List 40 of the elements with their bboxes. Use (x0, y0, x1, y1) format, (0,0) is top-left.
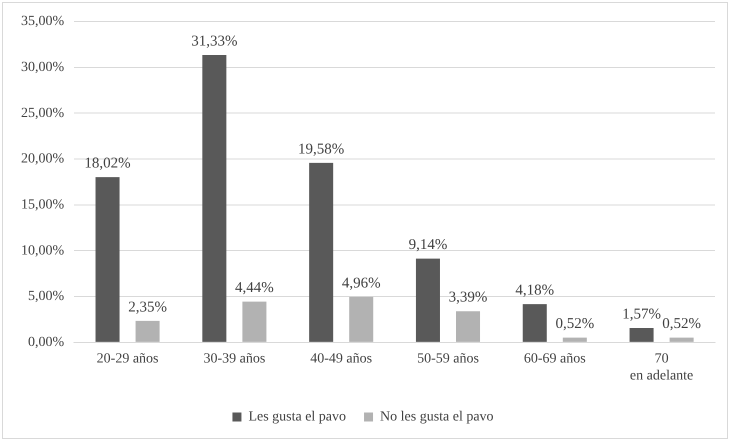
bar (416, 258, 440, 342)
bar (522, 304, 547, 342)
bar (562, 338, 587, 342)
x-tick-label: 20-29 años (96, 351, 158, 366)
data-label: 3,39% (448, 290, 488, 306)
data-label: 9,14% (408, 237, 448, 254)
data-label: 18,02% (84, 156, 131, 172)
bar (349, 296, 374, 342)
data-label: 31,33% (191, 33, 238, 50)
y-tick-label: 5,00% (28, 289, 64, 304)
x-tick-label: 60-69 años (524, 351, 586, 366)
bar (309, 162, 334, 342)
bar (202, 55, 226, 342)
bar (456, 311, 480, 342)
bar (136, 320, 160, 342)
legend-label: No les gusta el pavo (380, 410, 494, 425)
bar (242, 302, 266, 342)
x-tick-label: 70 en adelante (630, 351, 694, 384)
y-tick-label: 20,00% (20, 152, 64, 167)
data-label: 0,52% (555, 316, 594, 332)
data-label: 4,44% (235, 280, 274, 296)
data-label: 2,35% (128, 299, 167, 316)
bar (630, 328, 654, 342)
y-tick-label: 25,00% (20, 106, 64, 121)
y-tick-label: 35,00% (20, 14, 64, 30)
legend-label: Les gusta el pavo (248, 410, 346, 425)
data-label: 4,96% (342, 275, 381, 292)
y-tick-label: 15,00% (20, 198, 64, 212)
bar (96, 177, 120, 342)
y-tick-label: 0,00% (28, 335, 64, 350)
y-tick-label: 30,00% (20, 60, 64, 75)
data-label: 1,57% (622, 306, 661, 322)
data-label: 0,52% (662, 316, 701, 332)
data-label: 19,58% (298, 141, 344, 158)
data-label: 4,18% (515, 282, 554, 298)
x-tick-label: 50-59 años (417, 351, 479, 366)
y-tick-label: 10,00% (20, 243, 64, 258)
bar (670, 338, 694, 342)
x-tick-label: 30-39 años (203, 351, 266, 366)
x-tick-label: 40-49 años (310, 351, 372, 366)
